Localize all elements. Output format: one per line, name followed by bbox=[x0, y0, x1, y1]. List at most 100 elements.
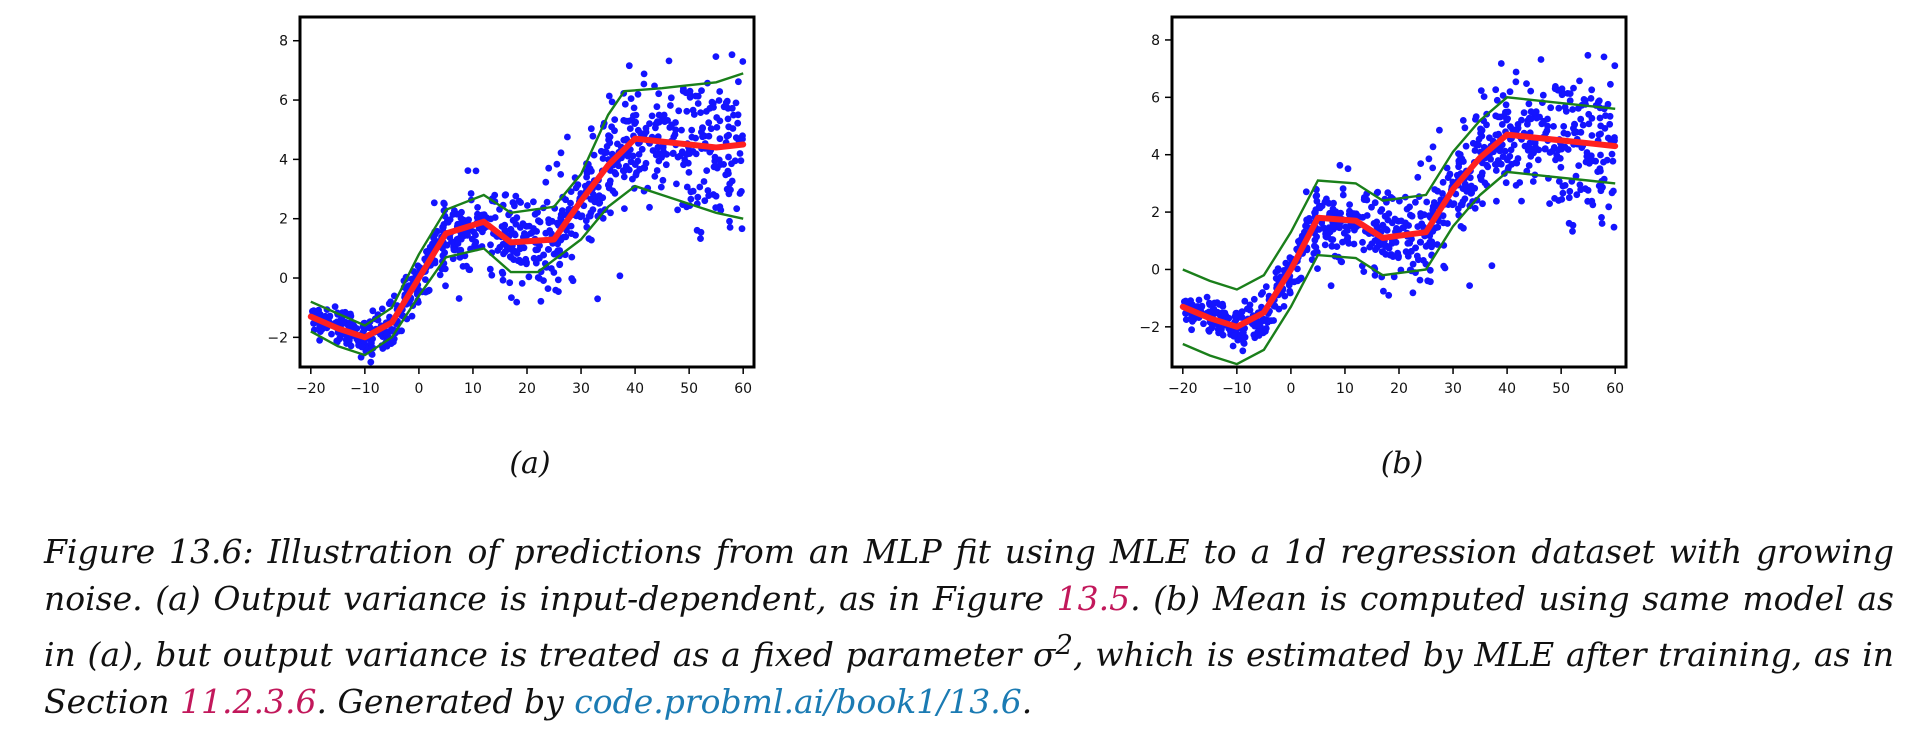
scatter-point bbox=[1510, 141, 1518, 149]
scatter-point bbox=[1461, 195, 1469, 203]
scatter-point bbox=[730, 111, 737, 119]
scatter-point bbox=[669, 149, 677, 157]
scatter-point bbox=[694, 92, 702, 100]
scatter-point bbox=[1566, 97, 1574, 105]
scatter-point bbox=[1497, 60, 1505, 67]
scatter-point bbox=[1218, 326, 1225, 333]
scatter-point bbox=[622, 117, 630, 125]
scatter-point bbox=[1368, 240, 1376, 248]
scatter-point bbox=[1294, 265, 1301, 273]
scatter-point bbox=[1333, 243, 1341, 251]
scatter-point bbox=[1471, 147, 1479, 154]
scatter-point bbox=[732, 99, 740, 107]
scatter-point bbox=[1576, 77, 1583, 85]
scatter-point bbox=[692, 134, 699, 142]
scatter-point bbox=[1584, 157, 1592, 165]
scatter-point bbox=[436, 271, 444, 279]
figure-ref-link[interactable]: 13.5 bbox=[1056, 579, 1131, 618]
scatter-point bbox=[464, 229, 471, 237]
caption-text-1: Figure 13.6: Illustration of predictions… bbox=[44, 532, 1894, 618]
scatter-point bbox=[1363, 196, 1371, 204]
scatter-point bbox=[1598, 214, 1605, 221]
scatter-point bbox=[1302, 188, 1310, 196]
scatter-point bbox=[621, 100, 629, 108]
scatter-point bbox=[1409, 289, 1417, 297]
scatter-point bbox=[1569, 106, 1576, 113]
scatter-point bbox=[1476, 173, 1484, 181]
scatter-point bbox=[1417, 210, 1424, 217]
scatter-point bbox=[646, 203, 653, 211]
scatter-point bbox=[1514, 121, 1522, 128]
scatter-point bbox=[1551, 195, 1558, 202]
scatter-point bbox=[632, 111, 640, 119]
section-ref-link[interactable]: 11.2.3.6 bbox=[180, 682, 317, 721]
scatter-point bbox=[624, 152, 632, 160]
scatter-point bbox=[608, 98, 616, 106]
scatter-point bbox=[1569, 227, 1576, 235]
scatter-point bbox=[699, 124, 706, 132]
scatter-point bbox=[1200, 320, 1207, 328]
scatter-point bbox=[1610, 223, 1618, 231]
scatter-point bbox=[449, 211, 457, 218]
scatter-point bbox=[554, 240, 562, 248]
scatter-point bbox=[1403, 205, 1411, 213]
scatter-point bbox=[1429, 143, 1437, 151]
scatter-point bbox=[1559, 189, 1567, 197]
scatter-point bbox=[655, 111, 663, 119]
scatter-point bbox=[1434, 187, 1441, 195]
scatter-point bbox=[675, 107, 683, 115]
scatter-point bbox=[1524, 120, 1531, 128]
scatter-point bbox=[1329, 205, 1337, 213]
scatter-point bbox=[662, 161, 670, 169]
upper-bound-line bbox=[310, 72, 744, 327]
scatter-point bbox=[1459, 117, 1467, 124]
scatter-point bbox=[1492, 86, 1500, 94]
scatter-point bbox=[1423, 198, 1431, 206]
scatter-point bbox=[1539, 91, 1547, 99]
scatter-point bbox=[382, 328, 390, 336]
scatter-point bbox=[557, 149, 565, 157]
scatter-point bbox=[1579, 121, 1587, 129]
scatter-point bbox=[569, 277, 577, 285]
y-tick-label: 2 bbox=[279, 212, 288, 228]
scatter-point bbox=[1573, 191, 1581, 199]
scatter-point bbox=[689, 148, 697, 155]
y-tick-label: 0 bbox=[279, 271, 288, 287]
scatter-point bbox=[328, 330, 335, 338]
scatter-point bbox=[557, 171, 565, 178]
scatter-point bbox=[1408, 212, 1416, 220]
scatter-point bbox=[1521, 142, 1529, 150]
scatter-point bbox=[1518, 197, 1525, 205]
scatter-point bbox=[1512, 78, 1520, 86]
scatter-point bbox=[667, 102, 674, 109]
scatter-point bbox=[1416, 276, 1424, 284]
scatter-point bbox=[649, 147, 657, 154]
scatter-point bbox=[1360, 246, 1368, 254]
scatter-point bbox=[424, 247, 432, 255]
chart-a-plot-area bbox=[307, 51, 747, 366]
scatter-point bbox=[1479, 200, 1486, 208]
scatter-point bbox=[1609, 157, 1617, 165]
scatter-point bbox=[553, 219, 561, 227]
scatter-point bbox=[717, 206, 725, 214]
scatter-point bbox=[536, 254, 543, 262]
scatter-point bbox=[517, 199, 524, 206]
scatter-point bbox=[1339, 185, 1347, 193]
scatter-point bbox=[1455, 159, 1463, 167]
scatter-point bbox=[622, 162, 630, 170]
scatter-point bbox=[632, 171, 640, 179]
scatter-point bbox=[1379, 248, 1387, 256]
scatter-point bbox=[433, 227, 441, 235]
scatter-point bbox=[1232, 309, 1240, 317]
scatter-point bbox=[638, 145, 646, 153]
scatter-point bbox=[1433, 241, 1441, 248]
scatter-point bbox=[676, 152, 684, 160]
scatter-point bbox=[1359, 238, 1366, 246]
scatter-point bbox=[367, 358, 375, 366]
scatter-point bbox=[626, 125, 634, 132]
scatter-point bbox=[1239, 347, 1247, 355]
scatter-point bbox=[510, 248, 517, 255]
scatter-point bbox=[689, 187, 697, 195]
scatter-point bbox=[652, 124, 659, 132]
code-url-link[interactable]: code.probml.ai/book1/13.6 bbox=[574, 682, 1022, 721]
